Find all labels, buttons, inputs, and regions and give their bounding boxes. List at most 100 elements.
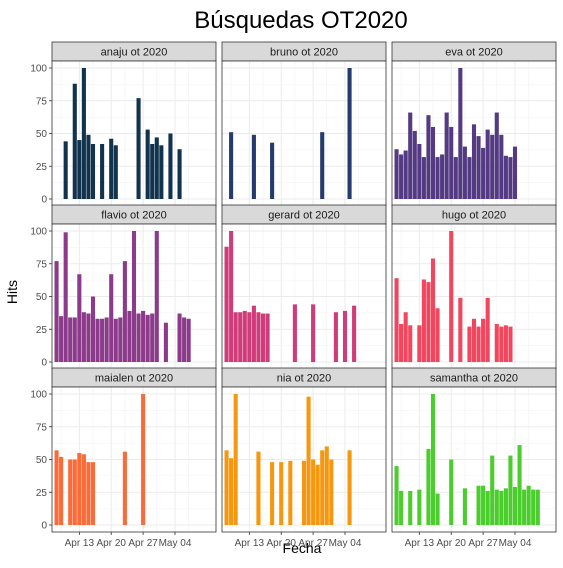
y-axis-label: Hits (4, 280, 20, 304)
bar (408, 112, 413, 199)
bar (122, 261, 127, 362)
bar (347, 450, 352, 525)
bar (265, 313, 270, 362)
bar (462, 146, 467, 199)
bar (260, 313, 266, 362)
bar (63, 232, 68, 362)
bar (481, 485, 486, 525)
bar (279, 462, 284, 525)
x-axis-label: Fecha (283, 540, 322, 556)
bar (118, 317, 123, 362)
bar (109, 274, 114, 362)
bar (485, 129, 490, 199)
facet-panel: samantha ot 2020 Apr 13 Apr 20 Apr 27 May 04 (391, 367, 557, 549)
bar (485, 297, 490, 362)
bar (109, 138, 114, 199)
facet-panel: maialen ot 2020 0 25 50 75 100 Apr 13 Apr 20 Apr… (30, 367, 217, 549)
bar (145, 314, 150, 362)
bar (449, 459, 454, 525)
bar (471, 318, 477, 362)
bar (113, 145, 118, 199)
bar (150, 313, 155, 362)
bar (186, 318, 191, 362)
bar (490, 455, 495, 525)
bar (90, 462, 96, 525)
y-tick-label: 0 (41, 521, 47, 532)
bar (251, 305, 256, 362)
bar (403, 312, 408, 362)
bar (163, 322, 168, 362)
bar (141, 394, 146, 525)
facet-strip-label: flavio ot 2020 (101, 210, 166, 222)
bar (288, 460, 293, 525)
bar (229, 132, 234, 199)
x-tick-label: Apr 27 (128, 538, 158, 549)
bar (517, 445, 522, 525)
bar (352, 305, 357, 362)
bar (408, 325, 413, 362)
bar (59, 456, 64, 525)
x-tick-label: Apr 27 (468, 538, 498, 549)
bar (159, 145, 164, 199)
y-tick-label: 100 (30, 64, 47, 75)
bar (417, 489, 422, 525)
bar (311, 459, 316, 525)
bar (476, 136, 481, 199)
bar (224, 450, 229, 525)
facet-panel: bruno ot 2020 (221, 41, 387, 209)
bar (233, 312, 238, 362)
facet-strip-label: nia ot 2020 (277, 373, 331, 385)
y-tick-label: 25 (36, 325, 48, 336)
bar (342, 310, 348, 362)
y-tick-label: 100 (30, 227, 47, 238)
bar (54, 261, 59, 362)
panels-layer: anaju ot 2020 0 25 50 75 100 bruno ot 2020 eva … (30, 41, 557, 549)
bar (54, 450, 59, 525)
bar (453, 157, 458, 199)
facet-panel: eva ot 2020 (391, 41, 557, 209)
bar (426, 115, 431, 199)
y-tick-label: 75 (36, 422, 48, 433)
x-tick-label: Apr 13 (405, 538, 435, 549)
bar (499, 326, 504, 362)
bar (81, 312, 86, 362)
bar (77, 452, 82, 525)
bar (467, 326, 472, 362)
y-tick-label: 25 (36, 162, 48, 173)
facet-panel: gerard ot 2020 (221, 204, 387, 372)
bar (531, 489, 536, 525)
bar (494, 324, 499, 362)
x-tick-label: May 04 (499, 538, 532, 549)
bar (430, 394, 436, 525)
bar (508, 157, 513, 199)
facet-panel: flavio ot 2020 0 25 50 75 100 (30, 204, 217, 372)
bar (100, 143, 105, 199)
bar (68, 459, 73, 525)
bar (535, 489, 540, 525)
x-tick-label: Apr 13 (65, 538, 95, 549)
bar (77, 274, 82, 362)
facet-panel: nia ot 2020 Apr 13 Apr 20 Apr 27 May 04 (221, 367, 387, 549)
bar (136, 98, 141, 199)
bar (63, 141, 68, 199)
bar (145, 129, 150, 199)
bar (485, 490, 490, 525)
bar (270, 462, 275, 525)
y-tick-label: 0 (41, 195, 47, 206)
bar (526, 485, 531, 525)
bar (131, 231, 137, 362)
facet-strip-label: samantha ot 2020 (430, 373, 518, 385)
bar (471, 124, 477, 199)
bar (458, 68, 463, 199)
bar (122, 451, 127, 525)
facet-strip-label: eva ot 2020 (445, 47, 503, 59)
bar (86, 313, 91, 362)
y-tick-label: 75 (36, 96, 48, 107)
panel-border (391, 386, 557, 533)
bar (435, 493, 440, 525)
bar (229, 231, 234, 362)
bar (490, 134, 495, 199)
bar (224, 246, 229, 362)
facet-strip-label: anaju ot 2020 (101, 47, 168, 59)
x-tick-label: May 04 (329, 538, 362, 549)
